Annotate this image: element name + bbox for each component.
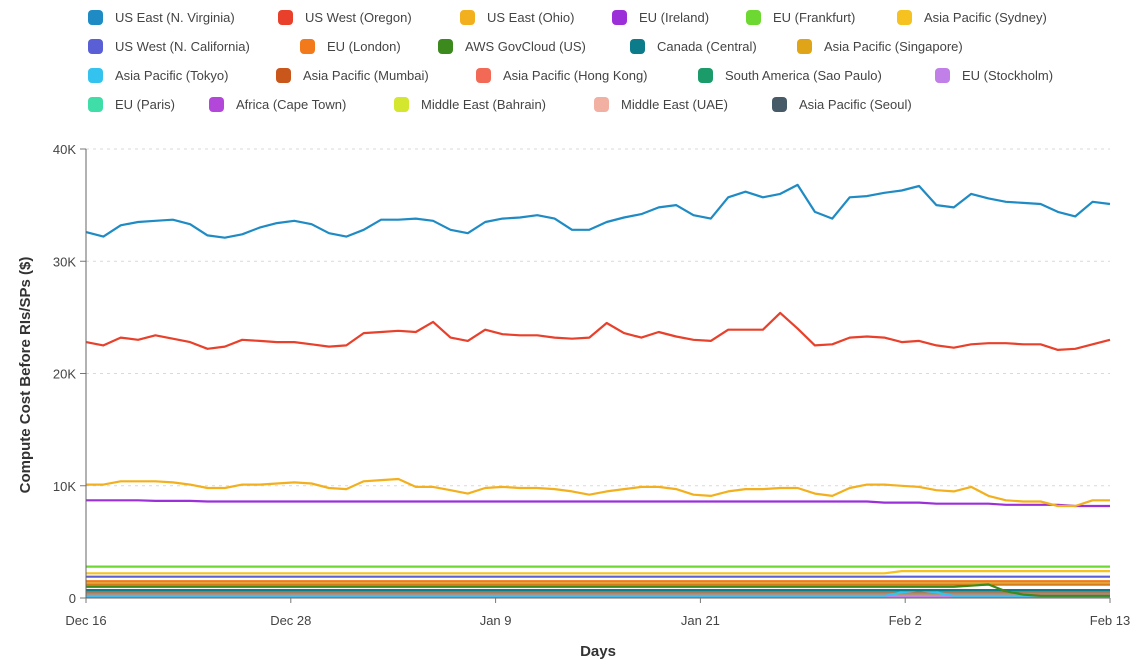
x-tick-label: Dec 28 bbox=[270, 613, 311, 628]
legend-item[interactable]: Asia Pacific (Singapore) bbox=[797, 39, 963, 54]
legend-swatch bbox=[746, 10, 761, 25]
x-tick-label: Jan 21 bbox=[681, 613, 720, 628]
series-line bbox=[86, 569, 1110, 575]
legend-label: AWS GovCloud (US) bbox=[465, 39, 586, 54]
legend-swatch bbox=[935, 68, 950, 83]
legend-label: US East (N. Virginia) bbox=[115, 10, 235, 25]
y-tick-label: 40K bbox=[53, 142, 76, 157]
legend-label: EU (Paris) bbox=[115, 97, 175, 112]
x-tick-label: Feb 13 bbox=[1090, 613, 1130, 628]
legend-item[interactable]: US East (Ohio) bbox=[460, 10, 574, 25]
legend-swatch bbox=[88, 68, 103, 83]
x-tick-label: Feb 2 bbox=[889, 613, 922, 628]
legend-swatch bbox=[594, 97, 609, 112]
axes: 0 10K 20K 30K 40K Dec 16 Dec 28 Jan 9 Jan 21 Feb … bbox=[53, 142, 1130, 628]
legend-label: Middle East (UAE) bbox=[621, 97, 728, 112]
y-tick-label: 0 bbox=[69, 591, 76, 606]
y-axis-title: Compute Cost Before RIs/SPs ($) bbox=[17, 257, 34, 494]
legend-label: EU (Stockholm) bbox=[962, 68, 1054, 83]
chart-legend: US East (N. Virginia) US West (Oregon) US … bbox=[0, 0, 1135, 125]
legend-item[interactable]: Asia Pacific (Seoul) bbox=[772, 97, 912, 112]
legend-label: EU (Frankfurt) bbox=[773, 10, 856, 25]
legend-swatch bbox=[88, 97, 103, 112]
series-line bbox=[86, 499, 1110, 508]
x-tick-label: Jan 9 bbox=[480, 613, 512, 628]
legend-label: US West (N. California) bbox=[115, 39, 250, 54]
legend-swatch bbox=[797, 39, 812, 54]
legend-item[interactable]: US West (Oregon) bbox=[278, 10, 412, 25]
legend-swatch bbox=[394, 97, 409, 112]
legend-swatch bbox=[278, 10, 293, 25]
legend-label: US East (Ohio) bbox=[487, 10, 575, 25]
legend-item[interactable]: EU (Paris) bbox=[88, 97, 175, 112]
legend-item[interactable]: Middle East (UAE) bbox=[594, 97, 728, 112]
legend-label: Asia Pacific (Seoul) bbox=[799, 97, 912, 112]
y-tick-label: 10K bbox=[53, 479, 76, 494]
legend-item[interactable]: EU (Ireland) bbox=[612, 10, 709, 25]
grid-lines bbox=[86, 148, 1110, 487]
legend-label: EU (Ireland) bbox=[639, 10, 710, 25]
series-line bbox=[86, 477, 1110, 508]
series-line bbox=[86, 588, 1110, 597]
legend-swatch bbox=[209, 97, 224, 112]
legend-swatch bbox=[300, 39, 315, 54]
legend-item[interactable]: EU (London) bbox=[300, 39, 401, 54]
legend-label: Canada (Central) bbox=[657, 39, 757, 54]
legend-label: South America (Sao Paulo) bbox=[725, 68, 882, 83]
legend-swatch bbox=[897, 10, 912, 25]
legend-swatch bbox=[612, 10, 627, 25]
legend-item[interactable]: Asia Pacific (Mumbai) bbox=[276, 68, 429, 83]
legend-item[interactable]: Middle East (Bahrain) bbox=[394, 97, 546, 112]
legend-item[interactable]: Asia Pacific (Hong Kong) bbox=[476, 68, 648, 83]
series-line bbox=[85, 311, 1111, 351]
legend-label: Asia Pacific (Tokyo) bbox=[115, 68, 229, 83]
legend-item[interactable]: Canada (Central) bbox=[630, 39, 757, 54]
x-tick-label: Dec 16 bbox=[65, 613, 106, 628]
legend-swatch bbox=[460, 10, 475, 25]
legend-label: Middle East (Bahrain) bbox=[421, 97, 546, 112]
legend-label: Asia Pacific (Hong Kong) bbox=[503, 68, 648, 83]
x-axis-title: Days bbox=[580, 643, 616, 660]
legend-item[interactable]: Asia Pacific (Tokyo) bbox=[88, 68, 228, 83]
series-line bbox=[86, 583, 1110, 597]
legend-swatch bbox=[698, 68, 713, 83]
legend-swatch bbox=[630, 39, 645, 54]
series-line bbox=[85, 183, 1111, 239]
legend-label: Asia Pacific (Mumbai) bbox=[303, 68, 429, 83]
legend-item[interactable]: South America (Sao Paulo) bbox=[698, 68, 882, 83]
legend-item[interactable]: EU (Stockholm) bbox=[935, 68, 1053, 83]
legend-swatch bbox=[438, 39, 453, 54]
legend-item[interactable]: Asia Pacific (Sydney) bbox=[897, 10, 1047, 25]
series-lines bbox=[85, 183, 1111, 599]
legend-item[interactable]: US West (N. California) bbox=[88, 39, 250, 54]
legend-swatch bbox=[88, 10, 103, 25]
y-tick-label: 20K bbox=[53, 367, 76, 382]
legend-swatch bbox=[476, 68, 491, 83]
legend-label: US West (Oregon) bbox=[305, 10, 412, 25]
legend-label: EU (London) bbox=[327, 39, 401, 54]
legend-item[interactable]: AWS GovCloud (US) bbox=[438, 39, 586, 54]
legend-swatch bbox=[772, 97, 787, 112]
legend-swatch bbox=[88, 39, 103, 54]
legend-label: Asia Pacific (Sydney) bbox=[924, 10, 1047, 25]
legend-item[interactable]: Africa (Cape Town) bbox=[209, 97, 346, 112]
legend-item[interactable]: US East (N. Virginia) bbox=[88, 10, 235, 25]
legend-swatch bbox=[276, 68, 291, 83]
y-tick-label: 30K bbox=[53, 254, 76, 269]
legend-label: Asia Pacific (Singapore) bbox=[824, 39, 963, 54]
legend-item[interactable]: EU (Frankfurt) bbox=[746, 10, 855, 25]
legend-label: Africa (Cape Town) bbox=[236, 97, 347, 112]
